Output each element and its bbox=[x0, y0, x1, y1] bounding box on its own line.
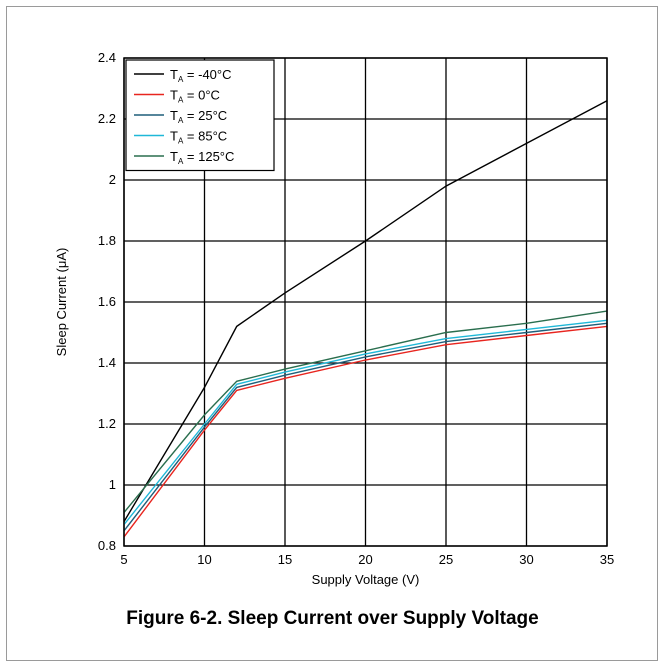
y-tick-label: 0.8 bbox=[98, 538, 116, 553]
y-tick-label: 1.6 bbox=[98, 294, 116, 309]
x-axis-label: Supply Voltage (V) bbox=[312, 572, 420, 587]
y-axis-label-prefix: Sleep Current ( bbox=[54, 268, 69, 357]
y-axis-label-mu: μ bbox=[54, 261, 69, 269]
y-tick-labels: 0.8 1 1.2 1.4 1.6 1.8 2 2.2 2.4 bbox=[98, 50, 116, 553]
series-lines bbox=[123, 100, 608, 538]
y-tick-label: 2.4 bbox=[98, 50, 116, 65]
y-axis-label: Sleep Current (μA) bbox=[54, 248, 69, 357]
y-tick-label: 1.2 bbox=[98, 416, 116, 431]
legend-label-1: TA = 0°C bbox=[170, 88, 220, 105]
y-tick-label: 1 bbox=[109, 477, 116, 492]
legend-label-4: TA = 125°C bbox=[170, 149, 234, 166]
x-tick-label: 35 bbox=[600, 552, 614, 567]
y-axis-label-suffix: A) bbox=[54, 248, 69, 261]
series-line-3 bbox=[123, 319, 608, 526]
legend-label-3: TA = 85°C bbox=[170, 129, 227, 146]
legend: TA = -40°C TA = 0°C TA = 25°C TA = 85°C TA =… bbox=[125, 59, 275, 172]
x-tick-labels: 5 10 15 20 25 30 35 bbox=[120, 552, 614, 567]
y-tick-label: 2 bbox=[109, 172, 116, 187]
x-tick-label: 5 bbox=[120, 552, 127, 567]
x-tick-label: 10 bbox=[197, 552, 211, 567]
series-line-0 bbox=[123, 100, 608, 522]
x-tick-label: 30 bbox=[519, 552, 533, 567]
x-tick-label: 15 bbox=[278, 552, 292, 567]
plot-border bbox=[123, 57, 608, 547]
legend-label-0: TA = -40°C bbox=[170, 67, 232, 84]
x-tick-label: 20 bbox=[358, 552, 372, 567]
legend-label-2: TA = 25°C bbox=[170, 108, 227, 125]
y-tick-label: 2.2 bbox=[98, 111, 116, 126]
x-tick-label: 25 bbox=[439, 552, 453, 567]
y-tick-label: 1.4 bbox=[98, 355, 116, 370]
series-line-4 bbox=[123, 310, 608, 513]
series-line-2 bbox=[123, 322, 608, 532]
y-tick-label: 1.8 bbox=[98, 233, 116, 248]
series-line-1 bbox=[123, 325, 608, 538]
figure-caption: Figure 6-2. Sleep Current over Supply Vo… bbox=[126, 608, 539, 629]
sleep-current-chart: 5 10 15 20 25 30 35 0.8 1 1.2 1.4 1.6 1.8 2 2.2 2.4 Su… bbox=[54, 50, 614, 587]
